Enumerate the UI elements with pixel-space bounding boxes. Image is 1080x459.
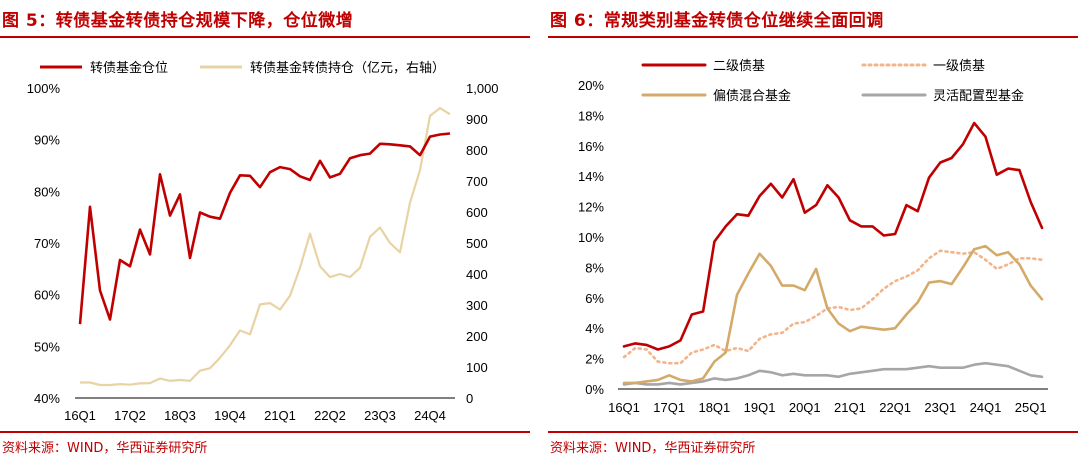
y-tick-label: 8%	[585, 260, 604, 275]
x-tick-label: 17Q2	[114, 408, 146, 423]
y-left-tick-label: 80%	[34, 184, 60, 199]
y-tick-label: 16%	[578, 139, 604, 154]
y-tick-label: 12%	[578, 200, 604, 215]
series-convertible-holdings-line	[80, 106, 451, 387]
y-right-tick-label: 300	[466, 298, 488, 313]
y-tick-label: 18%	[578, 108, 604, 123]
figure-6-title: 图 6：常规类别基金转债仓位继续全面回调	[550, 11, 884, 31]
y-left-tick-label: 90%	[34, 133, 60, 148]
x-tick-label: 22Q2	[314, 408, 346, 423]
figure-6-source: 资料来源：WIND，华西证券研究所	[550, 441, 756, 456]
y-left-tick-label: 50%	[34, 339, 60, 354]
x-tick-label: 16Q1	[608, 400, 640, 415]
x-tick-label: 21Q1	[264, 408, 296, 423]
y-left-tick-label: 70%	[34, 236, 60, 251]
x-tick-label: 24Q4	[414, 408, 446, 423]
left-chart: 40% 50% 60% 70% 80% 90% 100% 0 100 200 300 400 500 60…	[27, 60, 499, 423]
y-tick-label: 0%	[585, 382, 604, 397]
y-right-tick-label: 900	[466, 112, 488, 127]
x-tick-label: 19Q1	[744, 400, 776, 415]
y-tick-label: 20%	[578, 78, 604, 93]
series-secondary-bond-fund-line	[622, 121, 1044, 351]
y-left-tick-label: 40%	[34, 391, 60, 406]
y-tick-label: 6%	[585, 291, 604, 306]
right-chart: 0% 2% 4% 6% 8% 10% 12% 14% 16% 18% 20% 16Q1 17Q1 18Q1…	[578, 59, 1048, 415]
y-tick-label: 14%	[578, 169, 604, 184]
y-tick-label: 4%	[585, 321, 604, 336]
source-rule	[548, 431, 1078, 433]
y-right-tick-label: 0	[466, 391, 473, 406]
series-flexible-allocation-fund-line	[622, 361, 1044, 386]
x-tick-label: 25Q1	[1015, 400, 1047, 415]
y-tick-label: 2%	[585, 352, 604, 367]
x-tick-label: 24Q1	[970, 400, 1002, 415]
x-tick-label: 23Q3	[364, 408, 396, 423]
legend-label-convertible-holdings: 转债基金转债持仓（亿元，右轴）	[250, 60, 445, 76]
x-tick-label: 22Q1	[879, 400, 911, 415]
series-fund-position-line	[78, 132, 451, 325]
y-right-tick-label: 500	[466, 236, 488, 251]
legend-bond-hybrid-fund-label: 偏债混合基金	[713, 88, 791, 104]
y-left-tick-label: 100%	[27, 81, 61, 96]
legend-flexible-allocation-fund-label: 灵活配置型基金	[933, 88, 1024, 104]
title-rule	[0, 36, 530, 38]
legend-secondary-bond-fund-label: 二级债基	[713, 59, 765, 74]
x-tick-label: 17Q1	[653, 400, 685, 415]
y-left-tick-label: 60%	[34, 288, 60, 303]
legend-primary-bond-fund-label: 一级债基	[933, 59, 985, 74]
y-right-tick-label: 1,000	[466, 81, 499, 96]
right-figure: 图 6：常规类别基金转债仓位继续全面回调 0% 2% 4% 6% 8% 10% 12% 14%…	[548, 0, 1078, 459]
y-tick-label: 10%	[578, 230, 604, 245]
left-figure: 图 5：转债基金转债持仓规模下降，仓位微增 40% 50% 60% 70% 80% 90%…	[0, 0, 530, 459]
x-tick-label: 18Q3	[164, 408, 196, 423]
y-right-tick-label: 100	[466, 360, 488, 375]
y-right-tick-label: 200	[466, 329, 488, 344]
y-right-tick-label: 800	[466, 143, 488, 158]
x-tick-label: 20Q1	[789, 400, 821, 415]
y-right-tick-label: 700	[466, 174, 488, 189]
title-rule	[548, 36, 1078, 38]
figure-5-title: 图 5：转债基金转债持仓规模下降，仓位微增	[2, 11, 354, 31]
legend-label-fund-position: 转债基金仓位	[90, 60, 168, 76]
figure-5-source: 资料来源：WIND，华西证券研究所	[2, 441, 208, 456]
x-tick-label: 23Q1	[924, 400, 956, 415]
x-tick-label: 19Q4	[214, 408, 246, 423]
x-tick-label: 18Q1	[698, 400, 730, 415]
y-right-tick-label: 600	[466, 205, 488, 220]
x-tick-label: 21Q1	[834, 400, 866, 415]
series-bond-hybrid-fund-line	[622, 244, 1044, 385]
series-primary-bond-fund-line	[622, 249, 1044, 365]
x-tick-label: 16Q1	[64, 408, 96, 423]
y-right-tick-label: 400	[466, 267, 488, 282]
source-rule	[0, 431, 530, 433]
